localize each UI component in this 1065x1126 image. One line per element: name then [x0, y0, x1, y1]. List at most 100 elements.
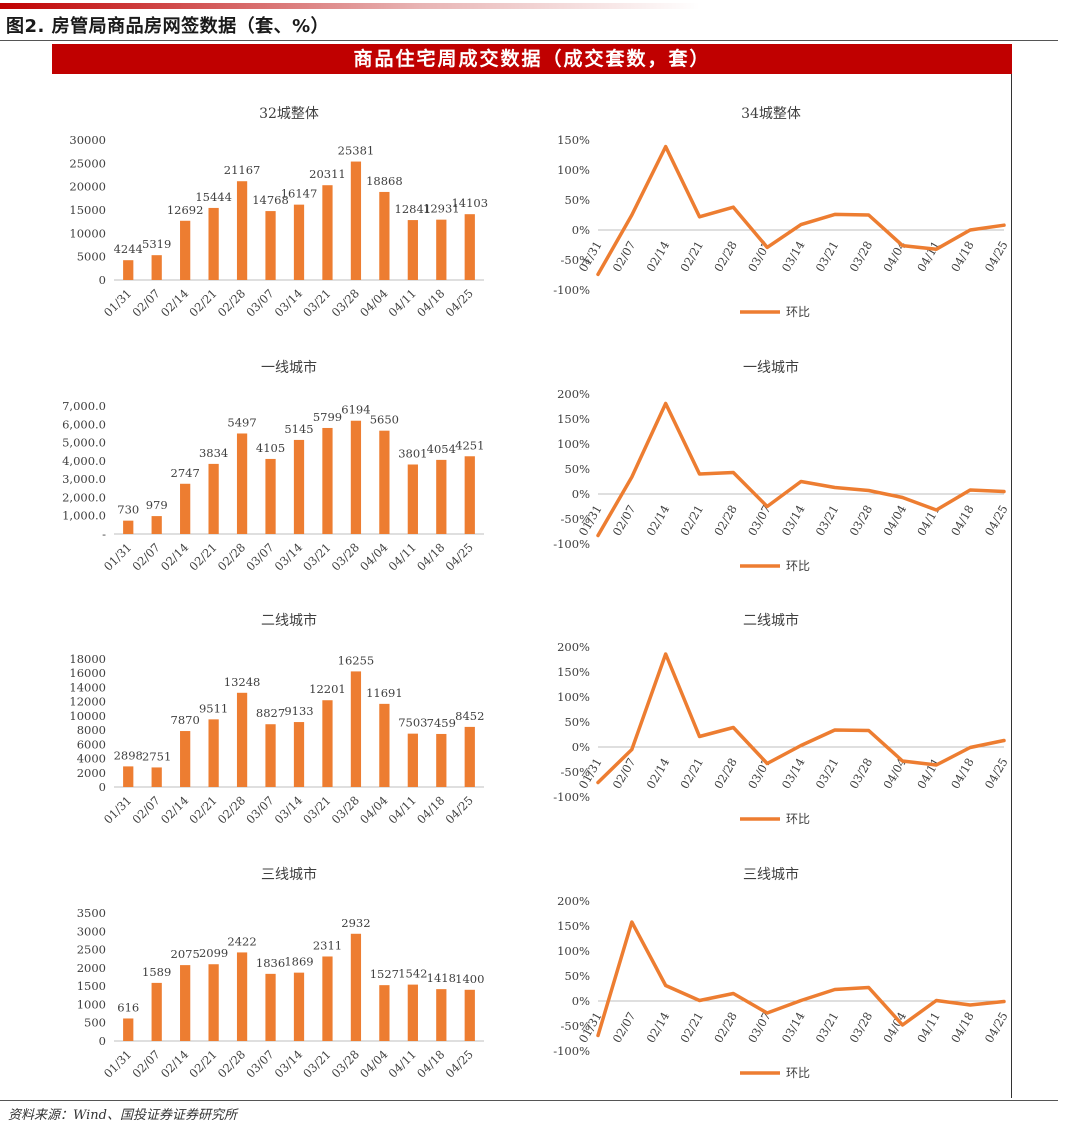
bar-value-label: 9133 [284, 704, 313, 718]
chart-frame: 32城整体 0 5000 10000 15000 20000 25000 30000 4244 0… [52, 74, 1012, 1098]
y-tick-label: 0% [572, 223, 590, 237]
y-tick-label: 3500 [77, 906, 106, 920]
y-tick-label: 50% [564, 969, 590, 983]
bar-value-label: 5650 [370, 413, 399, 427]
chart-panel-3: 一线城市 - 1,000.0 2,000.0 3,000.0 4,000.0 5,000.0… [52, 340, 526, 590]
bar-value-label: 730 [117, 503, 139, 517]
bar-value-label: 12841 [395, 202, 432, 216]
bar-value-label: 16147 [281, 187, 318, 201]
bar [464, 989, 475, 1041]
chart-panel-background [534, 86, 1008, 336]
bar [379, 985, 390, 1041]
y-tick-label: -100% [553, 283, 590, 297]
y-tick-label: 10000 [69, 226, 106, 240]
bar-value-label: 14103 [451, 196, 488, 210]
y-tick-label: 100% [557, 437, 590, 451]
y-tick-label: 15000 [69, 203, 106, 217]
series-line [596, 652, 1006, 785]
y-tick-label: 1,000.0 [62, 509, 106, 523]
bar-value-label: 979 [146, 498, 168, 512]
y-tick-label: 100% [557, 944, 590, 958]
bar-value-label: 8452 [455, 709, 484, 723]
bar-value-label: 2747 [171, 466, 200, 480]
bar-value-label: 7503 [398, 716, 427, 730]
y-tick-label: 200% [557, 387, 590, 401]
y-tick-label: 500 [84, 1016, 106, 1030]
bar [350, 161, 362, 280]
chart-panel-5: 二线城市 020004000600080001000012000140001600… [52, 593, 526, 843]
y-tick-label: 25000 [69, 156, 106, 170]
y-tick-label: -50% [561, 1019, 591, 1033]
y-tick-label: 150% [557, 919, 590, 933]
y-tick-label: 2500 [77, 943, 106, 957]
bar-value-label: 8827 [256, 706, 285, 720]
bar [265, 458, 276, 534]
y-tick-label: - [102, 527, 106, 541]
y-tick-label: 5,000.0 [62, 436, 106, 450]
y-tick-label: 3000 [77, 924, 106, 938]
bar-value-label: 5319 [142, 237, 171, 251]
chart-title: 一线城市 [743, 359, 799, 376]
y-tick-label: 150% [557, 412, 590, 426]
bar [464, 214, 475, 280]
y-tick-label: 3,000.0 [62, 472, 106, 486]
y-tick-label: 12000 [69, 695, 106, 709]
y-tick-label: 0% [572, 994, 590, 1008]
y-tick-label: 0 [99, 273, 106, 287]
y-tick-label: 50% [564, 462, 590, 476]
bar-value-label: 11691 [366, 686, 403, 700]
bar-value-label: 5497 [227, 415, 256, 429]
bar-value-label: 5799 [313, 410, 342, 424]
y-tick-label: 5000 [77, 250, 106, 264]
bar [436, 989, 447, 1041]
bottom-rule [0, 1100, 1058, 1101]
legend-label: 环比 [786, 305, 810, 319]
bar [322, 956, 333, 1041]
y-tick-label: 7,000.0 [62, 399, 106, 413]
bar-value-label: 7459 [427, 716, 456, 730]
y-tick-label: 4000 [77, 752, 106, 766]
bar [407, 984, 418, 1041]
chart-title: 一线城市 [261, 359, 317, 376]
chart-panel-2: 34城整体-100%-50%0%50%100%150%01/31 02/07 02/… [534, 86, 1011, 336]
y-tick-label: 2,000.0 [62, 490, 106, 504]
y-tick-label: 10000 [69, 709, 106, 723]
bar-value-label: 2422 [227, 934, 256, 948]
y-tick-label: 50% [564, 193, 590, 207]
y-tick-label: -100% [553, 790, 590, 804]
bar [208, 964, 219, 1041]
chart-title: 三线城市 [261, 866, 317, 883]
bar-value-label: 7870 [171, 713, 200, 727]
bar [379, 191, 390, 280]
bar [123, 1018, 134, 1041]
y-tick-label: 8000 [77, 723, 106, 737]
chart-panel-background [534, 847, 1008, 1097]
bar [123, 260, 134, 280]
y-tick-label: 18000 [69, 652, 106, 666]
y-tick-label: -100% [553, 537, 590, 551]
bar [350, 933, 362, 1041]
figure-title: 图2. 房管局商品房网签数据（套、%） [6, 16, 330, 37]
y-tick-label: 100% [557, 163, 590, 177]
bar [208, 463, 219, 534]
bar-value-label: 1542 [398, 967, 427, 981]
bar [265, 211, 276, 280]
bar [464, 456, 475, 534]
bar-value-label: 5145 [284, 422, 313, 436]
chart-panel-4: 一线城市-100%-50%0%50%100%150%200%01/31 02/07… [534, 340, 1011, 590]
y-tick-label: 2000 [77, 766, 106, 780]
bar-value-label: 1400 [455, 972, 484, 986]
bar [151, 767, 162, 787]
bar [151, 255, 162, 280]
chart-panel-7: 三线城市050010001500200025003000350061601/31… [52, 847, 526, 1097]
chart-panel-1: 32城整体05000100001500020000250003000042440… [52, 86, 526, 336]
bar-value-label: 3834 [199, 446, 228, 460]
bar [180, 483, 191, 534]
y-tick-label: -50% [561, 253, 591, 267]
y-tick-label: -100% [553, 1044, 590, 1058]
bar-value-label: 2075 [171, 947, 200, 961]
bar-value-label: 4251 [455, 438, 484, 452]
bar [436, 459, 447, 534]
chart-title: 34城整体 [741, 106, 801, 122]
bar-value-label: 4244 [114, 242, 143, 256]
